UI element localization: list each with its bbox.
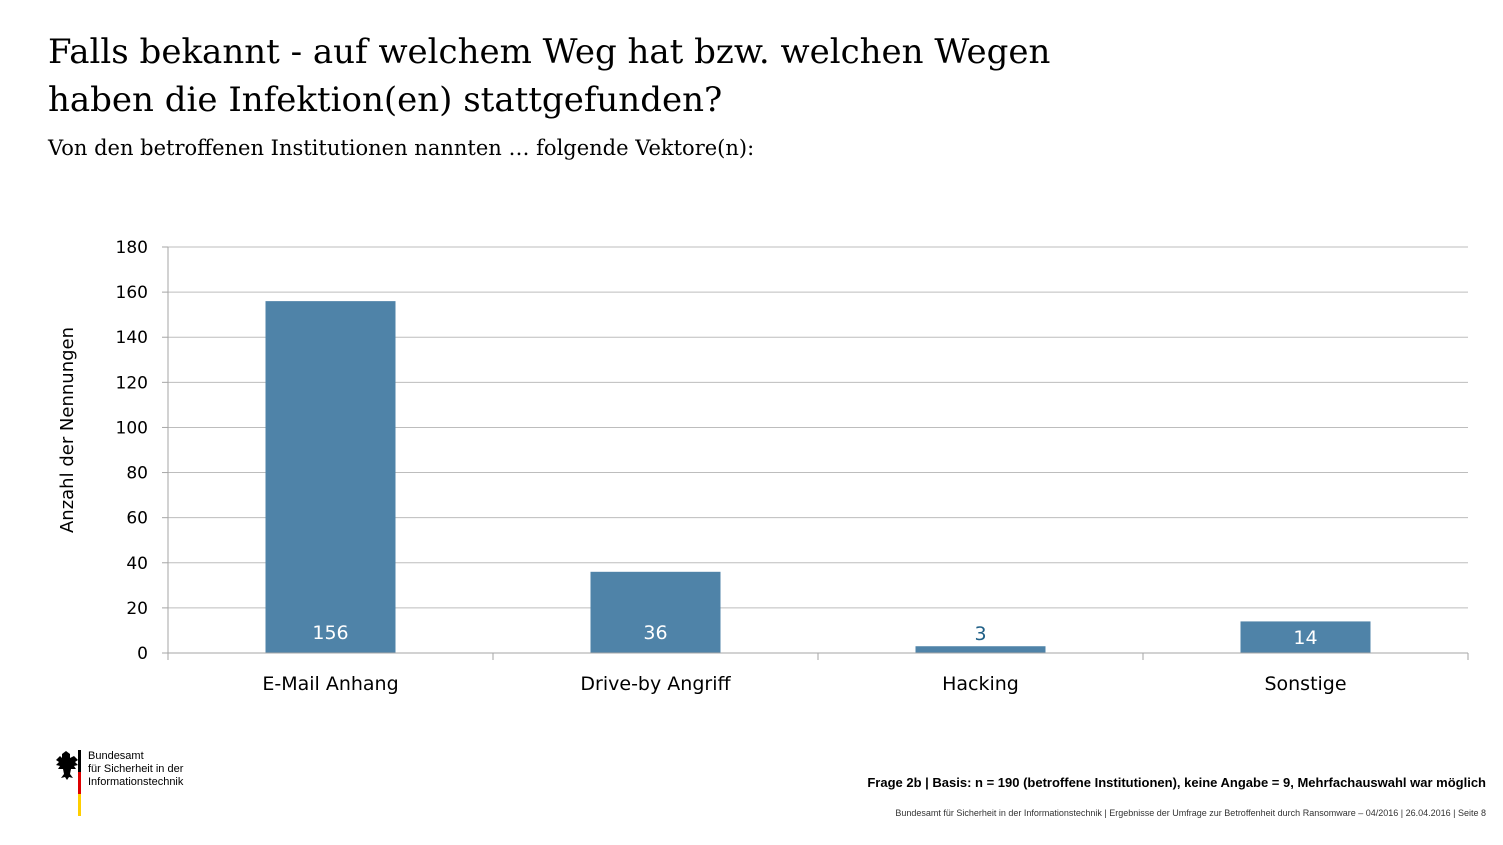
y-tick-label: 180 (116, 238, 148, 258)
y-tick-label: 80 (126, 464, 148, 484)
category-label: E-Mail Anhang (262, 673, 398, 695)
y-tick-label: 120 (116, 373, 148, 393)
y-axis-title: Anzahl der Nennungen (57, 327, 78, 533)
page-footer: Bundesamt für Sicherheit in der Informat… (895, 808, 1486, 818)
y-tick-label: 100 (116, 418, 148, 438)
category-label: Hacking (942, 673, 1019, 695)
bsi-logo: Bundesamt für Sicherheit in der Informat… (48, 750, 218, 818)
survey-note: Frage 2b | Basis: n = 190 (betroffene In… (867, 775, 1486, 790)
page-subtitle: Von den betroffenen Institutionen nannte… (48, 136, 755, 160)
bar (590, 571, 721, 653)
y-tick-label: 60 (126, 509, 148, 529)
page-title: Falls bekannt - auf welchem Weg hat bzw.… (48, 32, 1051, 120)
federal-eagle-icon (56, 750, 81, 816)
bar (265, 301, 396, 653)
axes (162, 246, 1469, 660)
data-label: 156 (312, 622, 348, 644)
labels: 0 20 40 60 80 100 120 140 160 180 E-Mail Anhang 156… (116, 238, 1347, 695)
data-label: 36 (643, 622, 667, 644)
bar (915, 646, 1046, 653)
bars (265, 301, 1371, 653)
category-label: Drive-by Angriff (580, 673, 731, 695)
y-tick-label: 140 (116, 328, 148, 348)
category-label: Sonstige (1264, 673, 1346, 695)
bar (1240, 621, 1371, 653)
data-label: 3 (974, 623, 986, 645)
y-tick-label: 20 (126, 599, 148, 619)
y-tick-label: 40 (126, 554, 148, 574)
logo-text: Bundesamt für Sicherheit in der Informat… (88, 750, 184, 788)
data-label: 14 (1293, 627, 1317, 649)
y-tick-label: 0 (137, 644, 148, 664)
y-tick-label: 160 (116, 283, 148, 303)
